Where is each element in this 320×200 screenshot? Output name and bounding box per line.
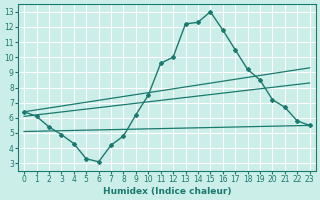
X-axis label: Humidex (Indice chaleur): Humidex (Indice chaleur) (103, 187, 231, 196)
